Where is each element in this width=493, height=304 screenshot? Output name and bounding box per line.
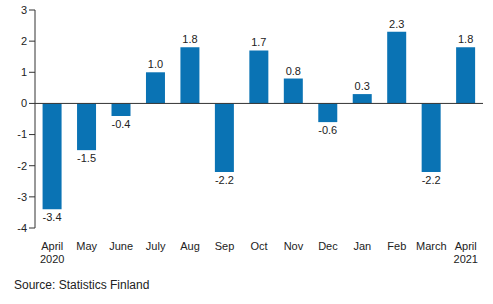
svg-text:-3: -3 xyxy=(17,191,27,203)
svg-text:May: May xyxy=(76,240,97,252)
svg-text:Sep: Sep xyxy=(215,240,235,252)
html-text:Source: Statistics Finland: Source: Statistics Finland xyxy=(14,278,150,292)
svg-text:Dec: Dec xyxy=(318,240,338,252)
svg-text:-1: -1 xyxy=(17,128,27,140)
svg-text:July: July xyxy=(146,240,166,252)
svg-text:-2.2: -2.2 xyxy=(422,174,441,186)
svg-text:Nov: Nov xyxy=(284,240,304,252)
svg-text:0: 0 xyxy=(21,97,27,109)
svg-text:-0.4: -0.4 xyxy=(112,118,131,130)
svg-text:-2: -2 xyxy=(17,160,27,172)
svg-text:April2020: April2020 xyxy=(40,240,64,265)
svg-text:June: June xyxy=(109,240,133,252)
svg-text:1.8: 1.8 xyxy=(182,33,197,45)
svg-text:Jan: Jan xyxy=(354,240,372,252)
svg-text:April2021: April2021 xyxy=(454,240,478,265)
svg-text:-2.2: -2.2 xyxy=(215,174,234,186)
svg-text:2.3: 2.3 xyxy=(389,18,404,30)
svg-text:Oct: Oct xyxy=(250,240,267,252)
svg-text:0.8: 0.8 xyxy=(286,65,301,77)
svg-text:1: 1 xyxy=(21,66,27,78)
svg-text:2: 2 xyxy=(21,35,27,47)
svg-text:-1.5: -1.5 xyxy=(77,152,96,164)
svg-text:Aug: Aug xyxy=(180,240,200,252)
svg-text:March: March xyxy=(416,240,447,252)
svg-text:-4: -4 xyxy=(17,222,27,234)
svg-text:-0.6: -0.6 xyxy=(318,124,337,136)
svg-text:1.8: 1.8 xyxy=(458,33,473,45)
svg-text:1.7: 1.7 xyxy=(251,36,266,48)
svg-text:-3.4: -3.4 xyxy=(43,211,62,223)
svg-text:Feb: Feb xyxy=(387,240,406,252)
svg-text:1.0: 1.0 xyxy=(148,58,163,70)
svg-text:3: 3 xyxy=(21,4,27,16)
svg-text:0.3: 0.3 xyxy=(355,80,370,92)
